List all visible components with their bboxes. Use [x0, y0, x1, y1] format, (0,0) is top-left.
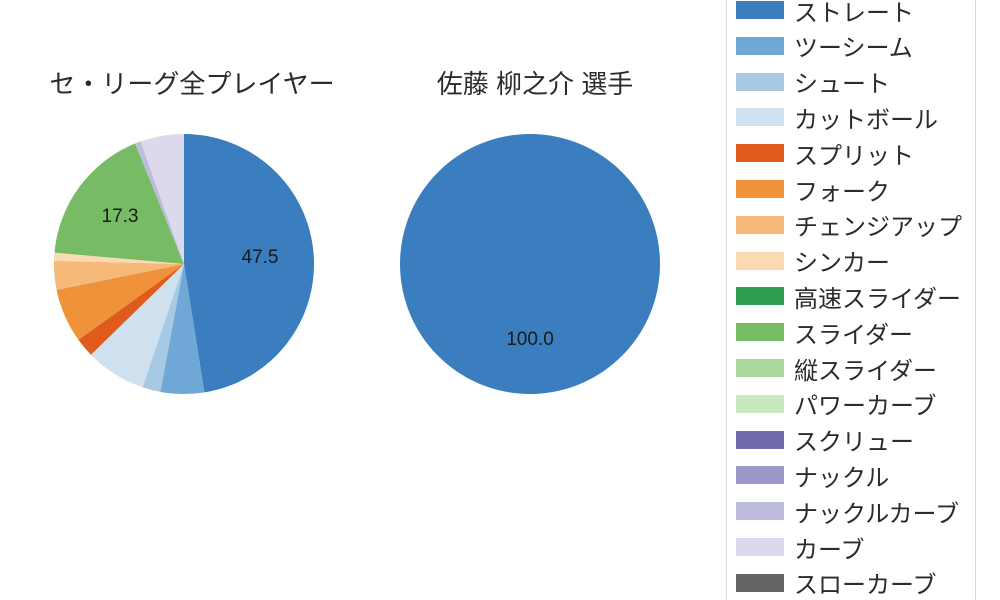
svg-text:100.0: 100.0	[506, 329, 554, 350]
svg-text:17.3: 17.3	[102, 206, 139, 227]
svg-text:47.5: 47.5	[242, 247, 279, 268]
